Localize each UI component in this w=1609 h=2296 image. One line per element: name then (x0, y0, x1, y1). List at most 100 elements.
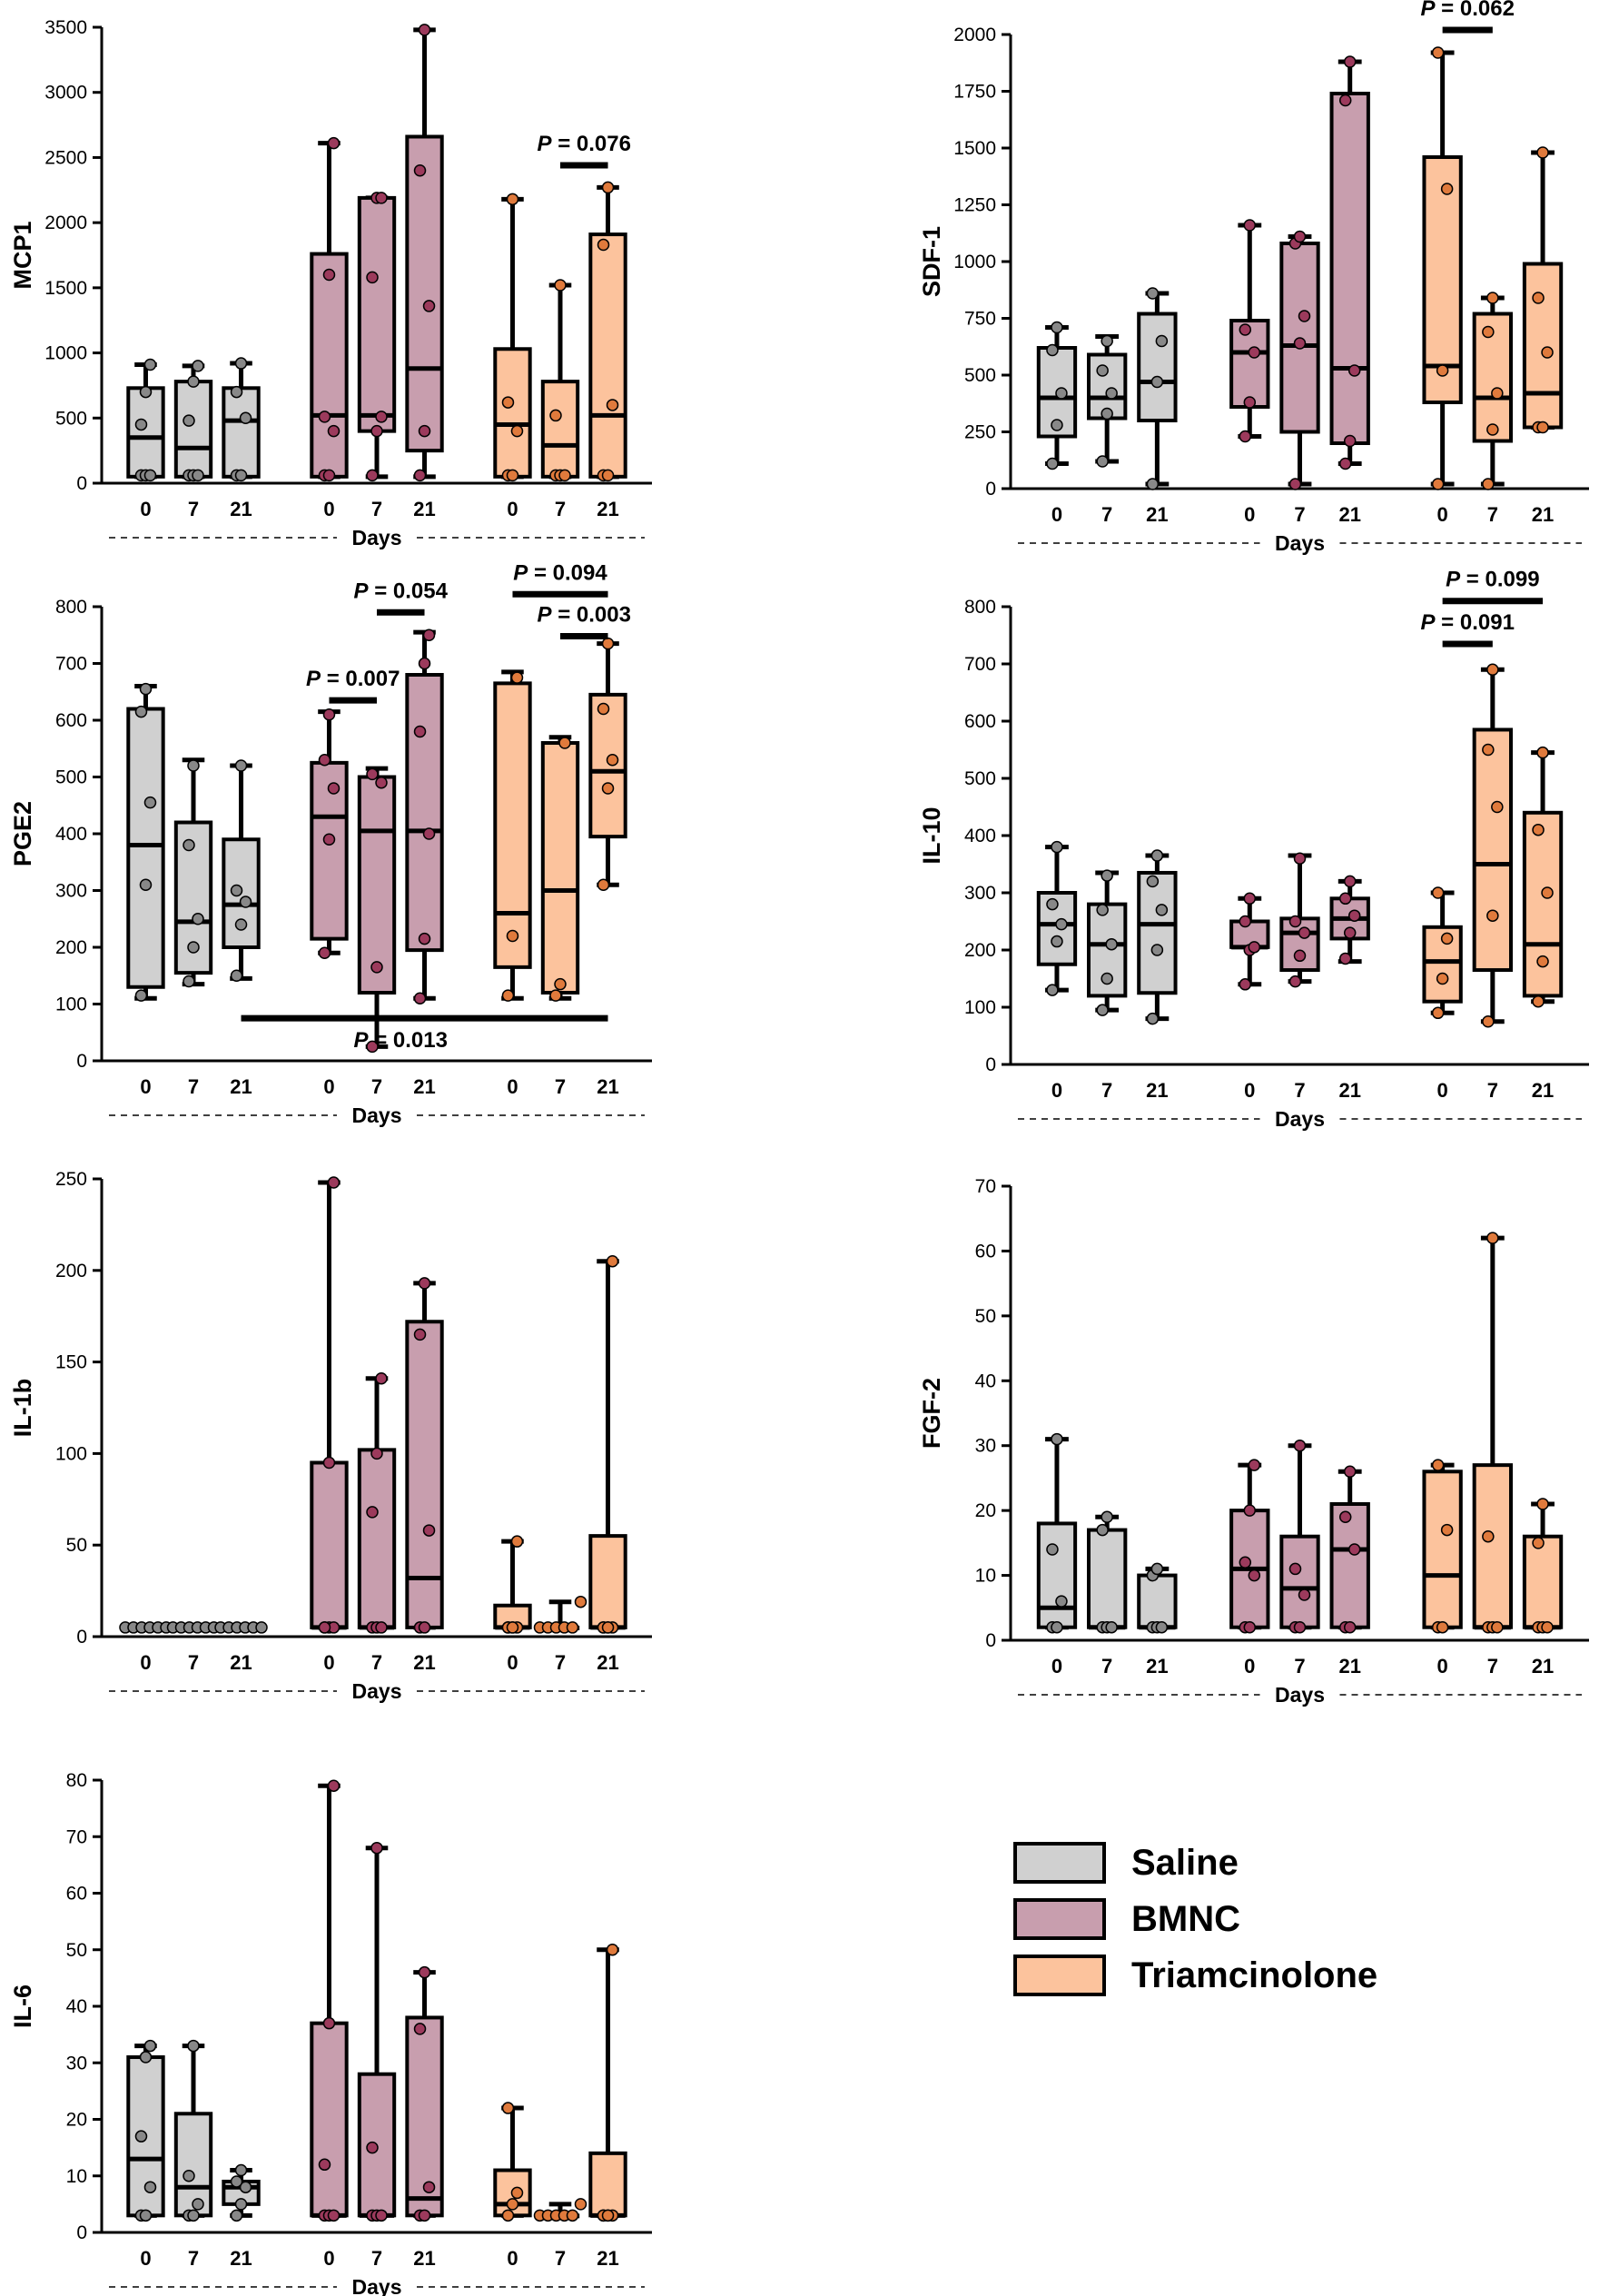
data-point (192, 913, 204, 925)
x-tick-label: 7 (188, 498, 199, 520)
x-tick-label: 0 (140, 1651, 151, 1674)
y-tick-label: 3000 (44, 83, 87, 104)
y-tick-label: 500 (55, 767, 87, 788)
data-point (134, 705, 148, 718)
box-il-1b-bmnc-day-7 (357, 1371, 397, 1634)
y-tick-label: 10 (975, 1566, 996, 1587)
box-il-1b-bmnc-day-0 (310, 1176, 349, 1634)
data-point (183, 414, 195, 427)
data-point (1436, 1620, 1449, 1634)
p-value-annotation: P = 0.003 (538, 603, 631, 639)
data-point (566, 2209, 579, 2222)
y-tick-label: 100 (964, 997, 996, 1018)
box-il-10-triamcinolone-day-21 (1522, 746, 1564, 1008)
box-iqr (588, 233, 627, 479)
data-point (370, 1447, 383, 1460)
data-point (327, 1779, 341, 1792)
data-point (1486, 909, 1499, 922)
data-point (558, 737, 571, 749)
data-point (1343, 434, 1357, 448)
box-iqr (1086, 1528, 1128, 1629)
box-pge2-bmnc-day-0 (310, 708, 349, 959)
data-point (1146, 287, 1160, 300)
data-point (187, 375, 200, 388)
data-point (1288, 915, 1302, 928)
data-point (1243, 1504, 1257, 1517)
data-point (375, 777, 388, 789)
x-tick-label: 21 (230, 2247, 252, 2270)
y-tick-label: 70 (975, 1176, 996, 1197)
p-value-annotation: P = 0.054 (354, 579, 449, 616)
p-value: = 0.003 (552, 603, 631, 628)
y-tick-label: 200 (964, 940, 996, 961)
box-iqr (310, 252, 349, 479)
y-tick-label: 500 (55, 408, 87, 429)
y-tick-label: 0 (76, 473, 87, 494)
legend-label: Saline (1131, 1843, 1239, 1883)
data-point (183, 838, 195, 852)
data-point (230, 385, 243, 399)
p-value: = 0.062 (1436, 0, 1515, 21)
data-point (601, 181, 615, 194)
x-tick-label: 21 (230, 1075, 252, 1098)
data-point (1482, 1529, 1495, 1543)
data-point (1431, 46, 1445, 59)
data-point (1155, 334, 1169, 348)
data-point (1101, 972, 1113, 985)
data-point (1096, 455, 1109, 468)
data-point (418, 2209, 431, 2222)
data-point (1243, 1620, 1257, 1634)
p-value: = 0.007 (321, 667, 400, 691)
data-point (1431, 1459, 1445, 1471)
data-point (366, 469, 379, 482)
y-tick-label: 50 (66, 1940, 87, 1961)
p-value-label: P = 0.076 (538, 132, 631, 156)
data-point (1541, 886, 1554, 899)
data-point (1298, 926, 1311, 939)
box-il-6-saline-day-7 (173, 2039, 213, 2222)
p-value: = 0.054 (369, 579, 449, 603)
p-value-label: P = 0.099 (1446, 568, 1539, 592)
data-point (143, 2039, 157, 2053)
data-point (1486, 1232, 1499, 1244)
y-tick-label: 250 (964, 422, 996, 443)
data-point (413, 992, 427, 1004)
box-fgf-2-triamcinolone-day-21 (1522, 1498, 1564, 1634)
y-tick-label: 150 (55, 1352, 87, 1373)
box-sdf-1-bmnc-day-21 (1329, 55, 1370, 470)
box-mcp1-saline-day-7 (173, 360, 213, 482)
box-il-6-triamcinolone-day-0 (493, 2102, 532, 2222)
data-point (322, 2016, 336, 2030)
x-tick-label: 21 (1146, 1079, 1168, 1102)
x-tick-label: 0 (1244, 503, 1255, 526)
data-point (318, 946, 331, 959)
x-tick-label: 0 (507, 2247, 518, 2270)
x-tick-label: 0 (1244, 1079, 1255, 1102)
data-point (510, 671, 524, 684)
data-point (143, 796, 157, 809)
box-pge2-saline-day-0 (126, 682, 165, 1002)
box-iqr (405, 134, 444, 453)
y-tick-label: 30 (975, 1436, 996, 1457)
y-tick-label: 300 (55, 881, 87, 902)
box-iqr (588, 2151, 627, 2218)
p-value-label: P = 0.091 (1421, 610, 1515, 635)
data-point (1532, 292, 1545, 304)
data-point (501, 2102, 515, 2114)
data-point (1343, 1620, 1357, 1634)
x-tick-label: 0 (323, 2247, 334, 2270)
box-il-10-triamcinolone-day-0 (1422, 886, 1463, 1020)
data-point (510, 1535, 524, 1548)
y-axis-label: IL-10 (918, 807, 945, 864)
data-point (366, 767, 379, 781)
data-point (192, 360, 204, 372)
data-point (234, 2198, 248, 2211)
box-fgf-2-bmnc-day-7 (1279, 1439, 1320, 1634)
data-point (1343, 55, 1357, 68)
x-tick-label: 7 (1294, 1655, 1305, 1677)
data-point (1536, 421, 1549, 434)
data-point (1051, 419, 1063, 431)
data-point (1046, 897, 1059, 911)
data-point (418, 932, 431, 945)
data-point (1051, 1432, 1063, 1446)
